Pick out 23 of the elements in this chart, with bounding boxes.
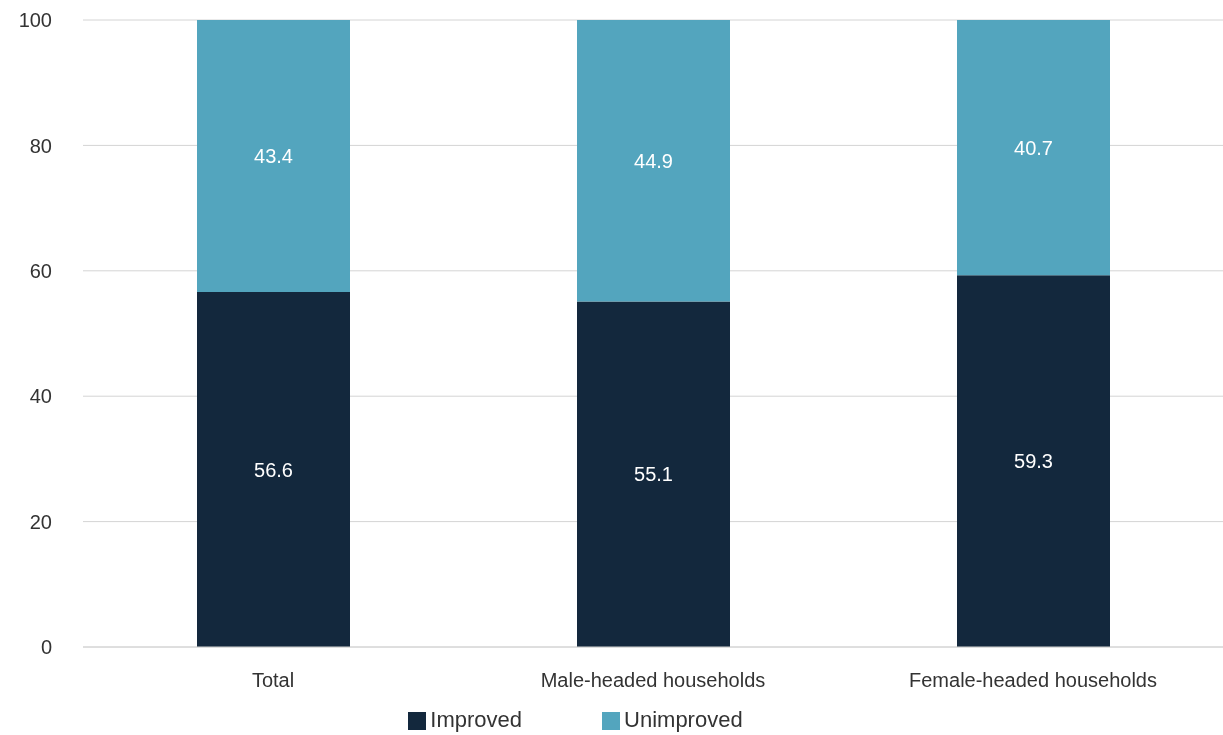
bar — [957, 275, 1110, 647]
y-tick-label: 100 — [18, 9, 52, 32]
bar — [577, 301, 730, 647]
x-tick-label: Female-headed households — [909, 669, 1157, 692]
data-label: 55.1 — [634, 463, 673, 486]
data-label: 59.3 — [1014, 450, 1053, 473]
bar — [577, 20, 730, 302]
bar — [197, 20, 350, 293]
data-label: 40.7 — [1014, 136, 1053, 159]
data-label: 44.9 — [634, 149, 673, 172]
legend-label: Unimproved — [624, 707, 743, 732]
x-tick-label: Male-headed households — [540, 669, 766, 692]
x-tick-label: Total — [251, 669, 295, 692]
y-tick-label: 40 — [29, 385, 52, 408]
data-label: 43.4 — [254, 145, 293, 168]
data-label: 56.6 — [254, 458, 293, 481]
y-tick-label: 20 — [29, 510, 52, 533]
y-tick-label: 80 — [29, 134, 52, 157]
bar — [197, 292, 350, 647]
y-tick-label: 60 — [29, 259, 52, 282]
bar — [957, 20, 1110, 276]
y-tick-label: 0 — [40, 636, 52, 659]
legend-label: Improved — [430, 707, 523, 732]
